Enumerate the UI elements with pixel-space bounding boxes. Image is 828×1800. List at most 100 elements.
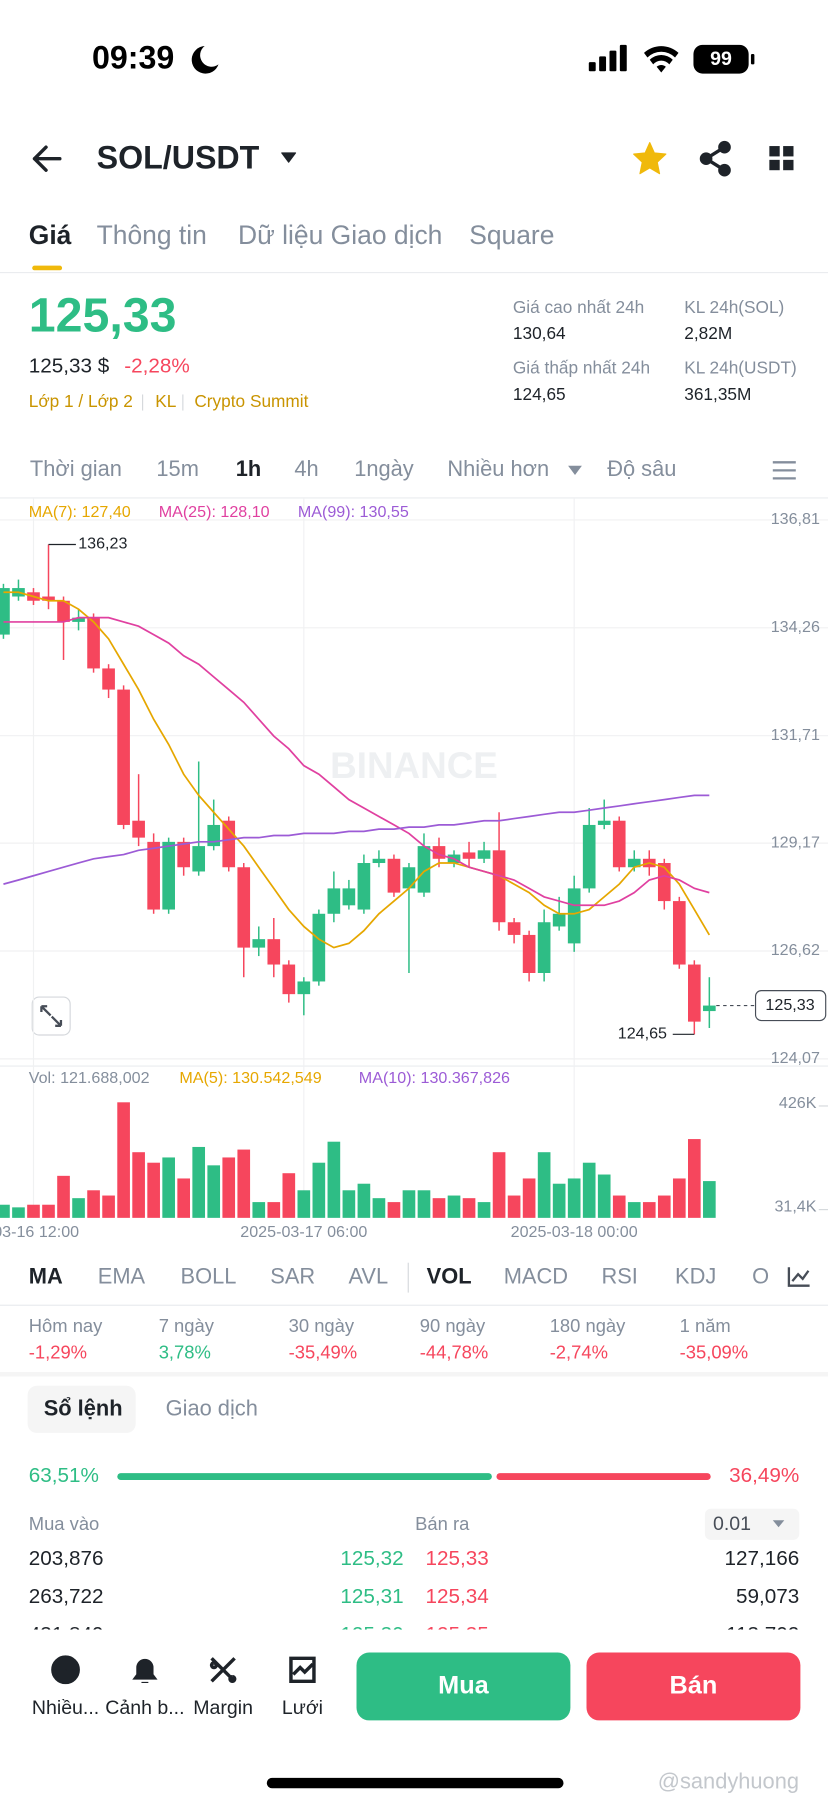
volume-bar — [687, 1139, 701, 1218]
volume-bar — [642, 1202, 656, 1218]
interval[interactable]: Độ sâu — [607, 456, 676, 481]
perf-value: -1,29% — [29, 1341, 87, 1362]
candle-body — [552, 913, 566, 927]
ma-legend: MA(25): 128,10 — [159, 503, 270, 521]
y-tick-label: 136,81 — [771, 510, 820, 528]
usd-price: 125,33 $ — [29, 354, 110, 377]
column-header: Bán ra — [415, 1513, 470, 1534]
indicator[interactable]: AVL — [348, 1263, 388, 1288]
indicator-settings-icon[interactable] — [787, 1267, 810, 1287]
candle-body — [327, 888, 341, 914]
volume-bar — [12, 1207, 25, 1218]
y-tick-label: 126,62 — [771, 941, 820, 959]
perf-value: 3,78% — [159, 1341, 211, 1362]
interval[interactable]: Nhiều hơn — [447, 456, 549, 481]
ma-line — [3, 616, 710, 907]
interval[interactable]: 1h — [236, 456, 262, 481]
volume-bar — [147, 1162, 160, 1218]
indicator[interactable]: O — [752, 1263, 769, 1288]
step-select[interactable] — [704, 1508, 800, 1540]
volume-bar — [72, 1198, 85, 1218]
tab[interactable]: Giá — [29, 220, 72, 250]
tab[interactable]: Dữ liệu Giao dịch — [238, 220, 442, 250]
nav-label[interactable]: Margin — [193, 1697, 253, 1719]
action-label[interactable]: Mua — [438, 1672, 490, 1700]
volume-bar — [132, 1152, 145, 1218]
volume-bar — [703, 1181, 716, 1218]
bid-price: 125,31 — [340, 1585, 403, 1608]
ask-price: 125,34 — [426, 1585, 489, 1608]
last-price: 125,33 — [29, 288, 177, 342]
action-button[interactable] — [586, 1652, 801, 1721]
y-tick-label: 129,17 — [771, 833, 820, 851]
candle-body — [462, 852, 476, 859]
interval[interactable]: Thời gian — [30, 456, 122, 481]
volume-bar — [612, 1195, 626, 1218]
volume-bar — [57, 1175, 70, 1218]
nav-icon[interactable] — [289, 1656, 316, 1684]
nav-label[interactable]: Nhiều... — [32, 1697, 99, 1719]
interval[interactable]: 4h — [294, 456, 318, 481]
tab[interactable]: Square — [469, 220, 554, 250]
active-tab[interactable] — [27, 1385, 136, 1433]
indicator[interactable]: MA — [29, 1263, 63, 1288]
candle-body — [192, 846, 206, 872]
perf-label: 1 năm — [680, 1315, 731, 1336]
chart-settings-icon[interactable] — [772, 461, 796, 480]
stat-value: 2,82M — [684, 323, 732, 343]
action-label[interactable]: Bán — [670, 1672, 718, 1700]
bid-quantity: 203,876 — [29, 1547, 104, 1570]
nav-label[interactable]: Cảnh b... — [105, 1697, 184, 1719]
tab-underline — [32, 265, 63, 271]
nav-icon[interactable] — [132, 1658, 158, 1684]
indicator[interactable]: SAR — [270, 1263, 315, 1288]
perf-value: -35,09% — [680, 1341, 749, 1362]
tab[interactable]: Thông tin — [97, 220, 207, 250]
header-icons[interactable] — [32, 140, 794, 177]
indicator[interactable]: RSI — [601, 1263, 637, 1288]
candle-body — [372, 858, 386, 864]
candle-body — [492, 850, 506, 923]
volume-bar — [327, 1141, 341, 1218]
indicator[interactable]: MACD — [504, 1263, 568, 1288]
action-button[interactable] — [356, 1652, 571, 1721]
volume-bar — [537, 1152, 551, 1218]
volume-bar — [102, 1195, 115, 1218]
perf-value: -2,74% — [550, 1341, 608, 1362]
nav-icon[interactable] — [209, 1657, 237, 1683]
candle-body — [0, 588, 10, 635]
stat-label: Giá cao nhất 24h — [513, 297, 644, 317]
candle-body — [357, 863, 371, 910]
last-price-label: 125,33 — [765, 996, 814, 1014]
interval[interactable]: 1ngày — [354, 456, 414, 481]
expand-button[interactable] — [31, 996, 71, 1036]
candle-body — [342, 888, 356, 906]
x-tick-label: 2025-03-18 00:00 — [511, 1223, 638, 1241]
perf-value: -35,49% — [289, 1341, 358, 1362]
column-header: Mua vào — [29, 1513, 100, 1534]
ma-legend: MA(7): 127,40 — [29, 503, 131, 521]
volume-bar — [237, 1149, 251, 1218]
y-tick-label: 131,71 — [771, 726, 820, 744]
chart: BINANCE 136,81 134,26 131,71 129,17 126,62 124… — [0, 497, 828, 1241]
interval[interactable]: 15m — [156, 456, 199, 481]
volume-bar — [27, 1204, 40, 1218]
buy-ratio-label: 63,51% — [29, 1464, 99, 1487]
divider — [0, 1371, 828, 1377]
indicator[interactable]: BOLL — [181, 1263, 237, 1288]
nav-label[interactable]: Lưới — [282, 1697, 323, 1719]
indicator[interactable]: VOL — [427, 1263, 472, 1288]
candle-body — [237, 867, 251, 948]
ask-quantity: 127,166 — [724, 1547, 799, 1570]
orderbook-tab[interactable]: Sổ lệnh — [44, 1396, 123, 1421]
orderbook-tab[interactable]: Giao dịch — [166, 1396, 258, 1421]
stat-value: 130,64 — [513, 323, 566, 343]
sell-ratio-bar — [496, 1473, 711, 1481]
indicator[interactable]: EMA — [98, 1263, 146, 1288]
nav-icon[interactable] — [51, 1655, 80, 1685]
vol-tick-label: 31,4K — [774, 1198, 816, 1216]
indicator[interactable]: KDJ — [675, 1263, 716, 1288]
volume-bar — [462, 1198, 476, 1218]
